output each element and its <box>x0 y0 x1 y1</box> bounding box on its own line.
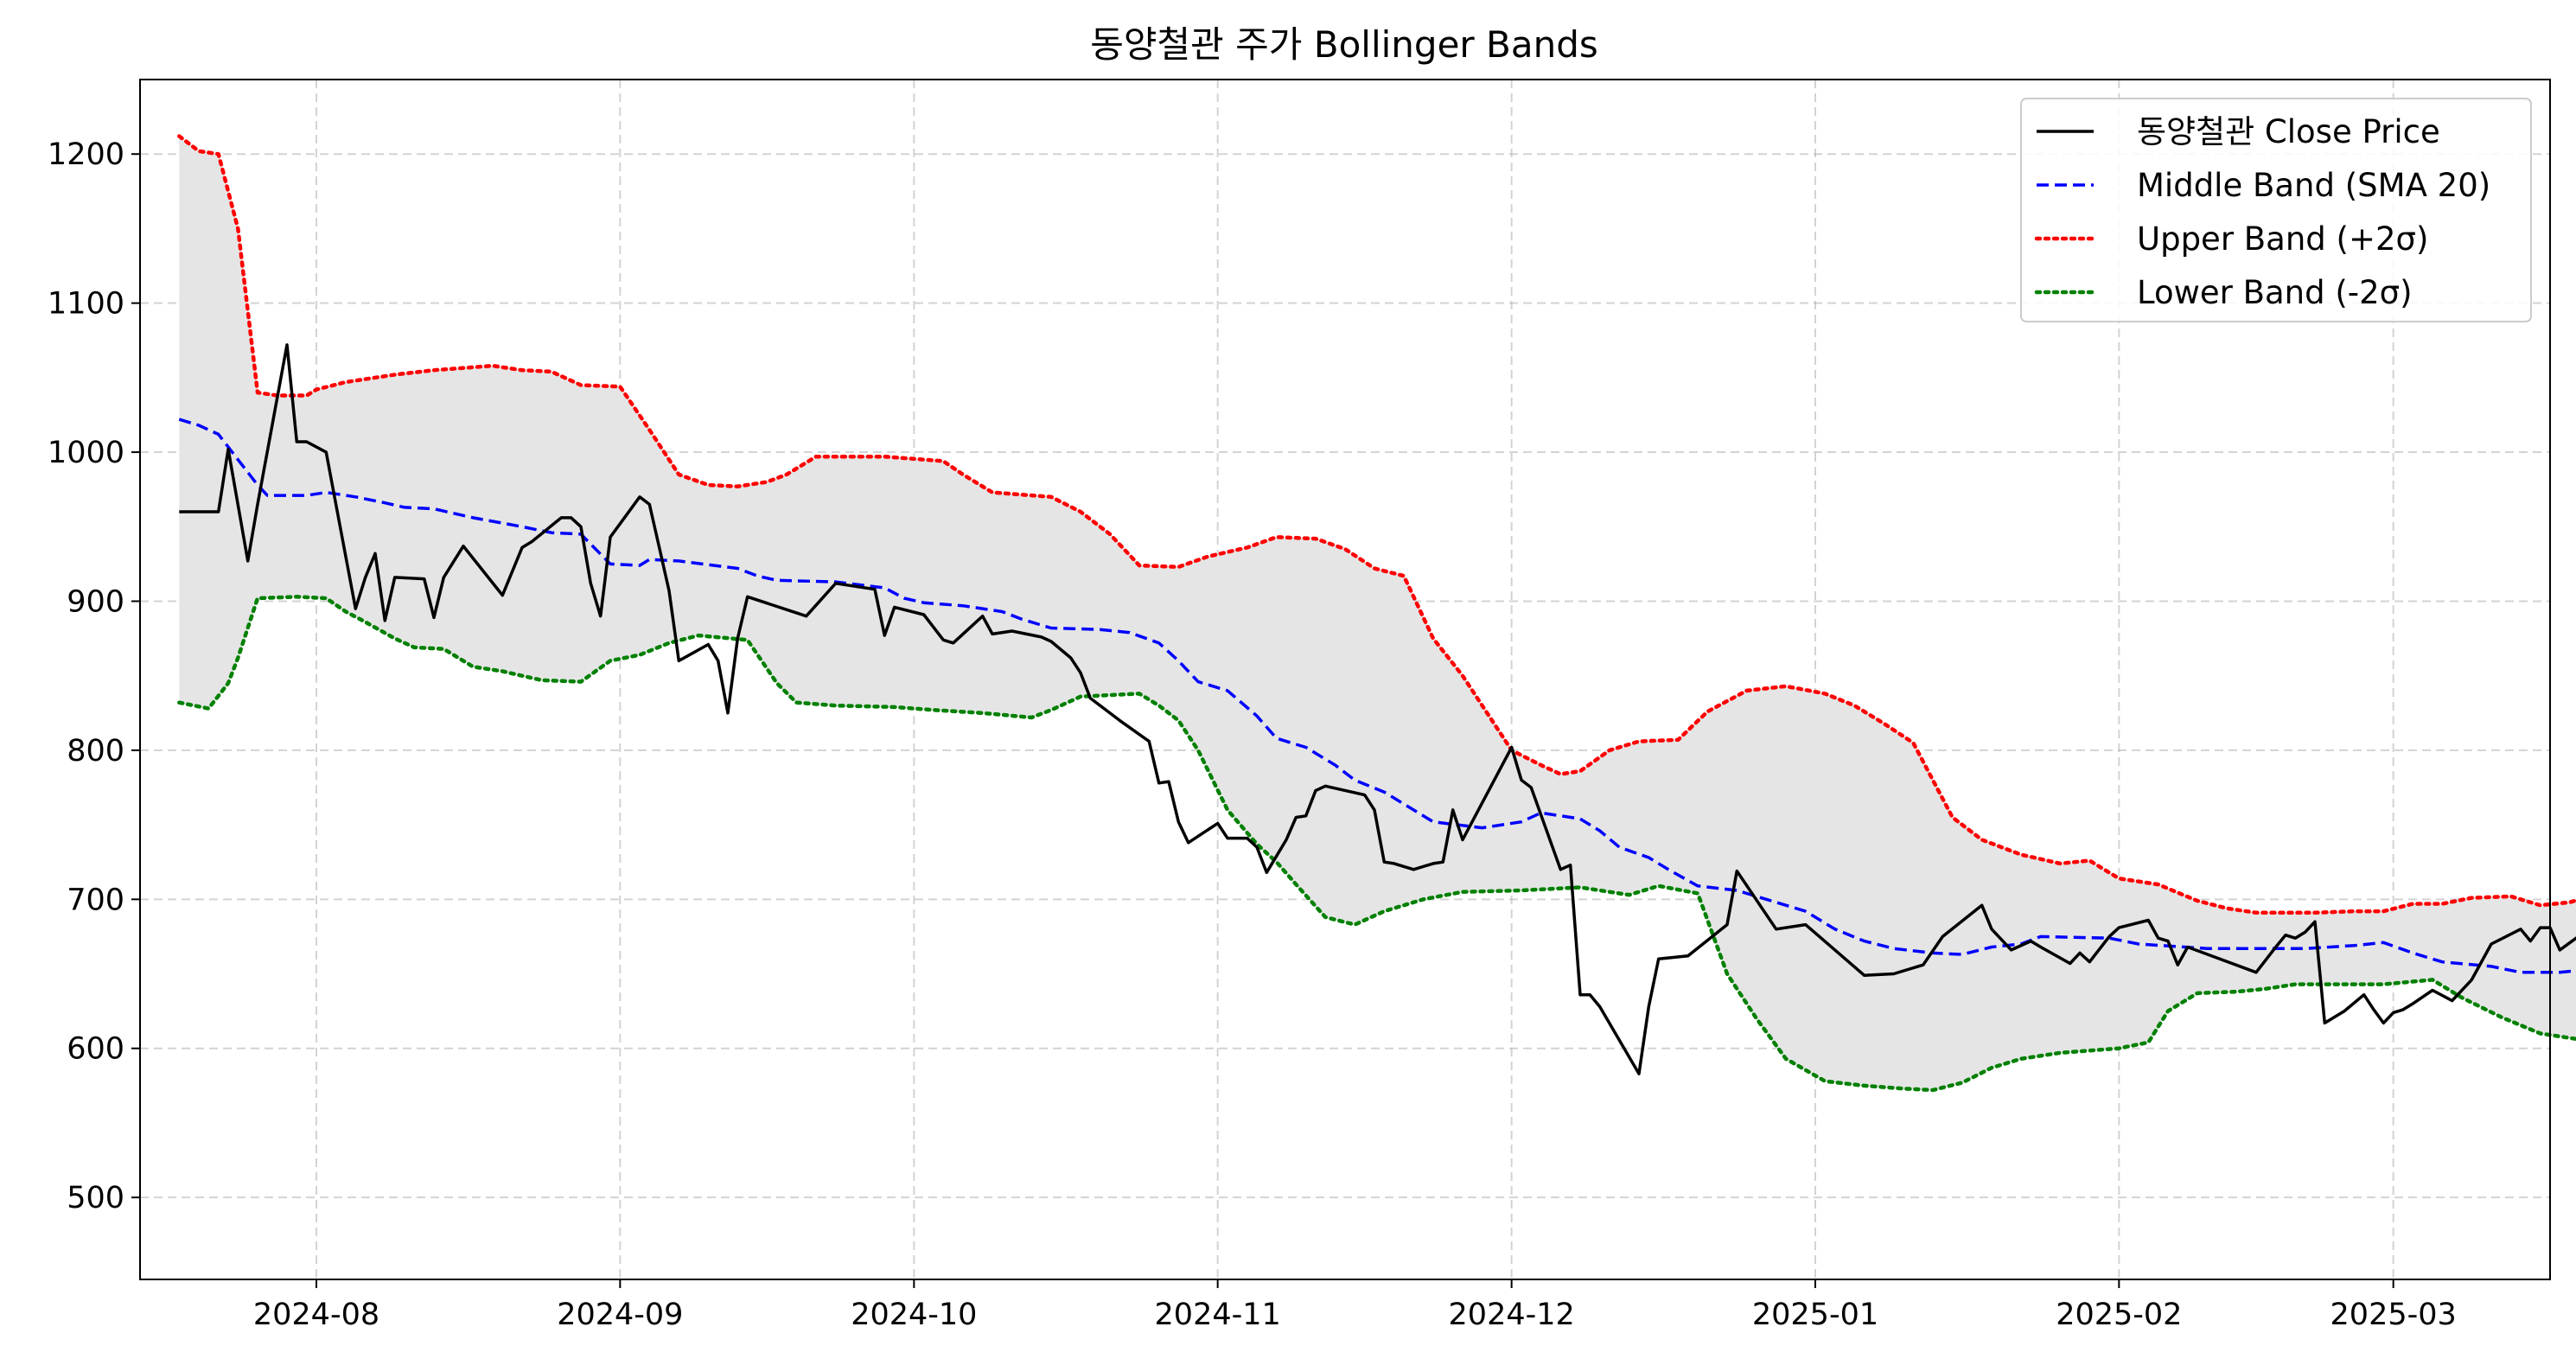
legend-box <box>2020 98 2532 322</box>
plot-frame <box>139 79 2551 1280</box>
legend-label: Lower Band (-2σ) <box>2137 274 2413 311</box>
legend-label: Middle Band (SMA 20) <box>2137 167 2490 204</box>
y-tick-label: 700 <box>67 883 124 917</box>
y-tick-label: 1000 <box>48 436 124 470</box>
close-price-line <box>179 343 2576 1075</box>
tick-layer: 500 600 700 800 900 1000 1100 1200 2024-08 2024-0… <box>48 137 2457 1332</box>
legend-label: Upper Band (+2σ) <box>2137 220 2428 258</box>
y-tick-label: 1200 <box>48 137 124 172</box>
x-tick-label: 2025-02 <box>2056 1298 2182 1332</box>
x-tick-label: 2024-08 <box>253 1298 379 1332</box>
upper-band-line <box>177 134 2576 915</box>
legend-label: 동양철관 Close Price <box>2137 113 2440 150</box>
band-fill-area <box>179 136 2576 1090</box>
x-tick-label: 2024-11 <box>1155 1298 1281 1332</box>
series-layer <box>177 134 2576 1093</box>
x-tick-label: 2024-12 <box>1449 1298 1575 1332</box>
x-tick-label: 2025-01 <box>1752 1298 1878 1332</box>
lower-band-line <box>177 595 2576 1093</box>
y-tick-label: 800 <box>67 734 124 769</box>
band-fill-layer <box>179 136 2576 1090</box>
y-tick-label: 500 <box>67 1181 124 1215</box>
x-tick-label: 2025-03 <box>2331 1298 2457 1332</box>
middle-band-line <box>178 418 2576 974</box>
y-tick-label: 900 <box>67 584 124 619</box>
x-tick-label: 2024-09 <box>557 1298 683 1332</box>
y-tick-label: 1100 <box>48 287 124 322</box>
legend: 동양철관 Close Price Middle Band (SMA 20) Uppe… <box>2020 98 2532 322</box>
chart-title: 동양철관 주가 Bollinger Bands <box>1090 23 1598 66</box>
y-tick-label: 600 <box>67 1032 124 1067</box>
x-tick-label: 2024-10 <box>851 1298 977 1332</box>
